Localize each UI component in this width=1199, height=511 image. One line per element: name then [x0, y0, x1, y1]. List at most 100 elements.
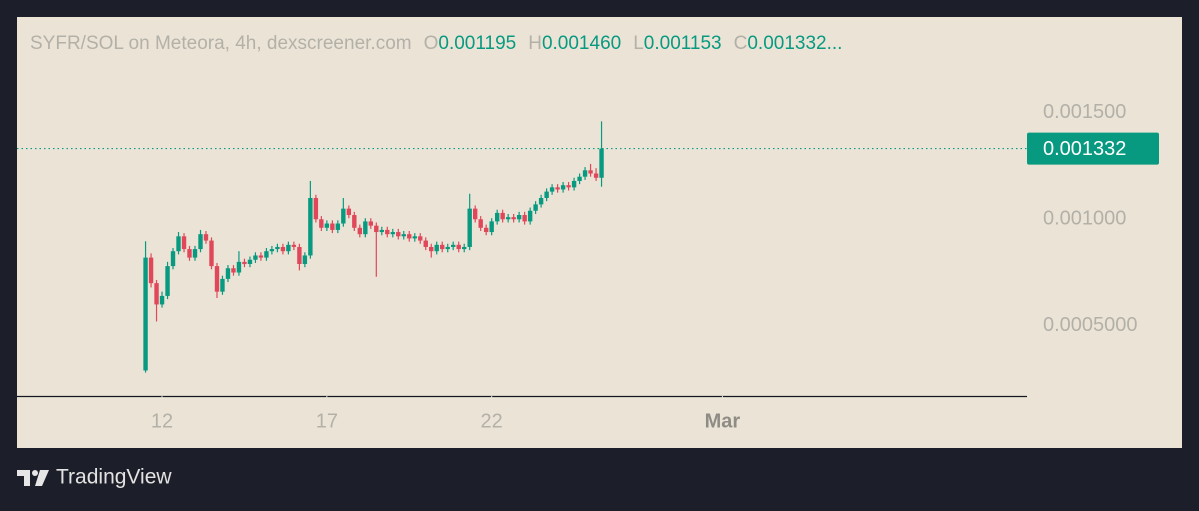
candle-body [374, 225, 379, 233]
candle-body [599, 148, 604, 178]
candle-body [511, 217, 516, 220]
candle-body [352, 215, 357, 228]
candle-body [472, 208, 478, 220]
candle-body [313, 197, 319, 220]
candle-body [385, 229, 390, 235]
chart-panel [17, 17, 1182, 448]
candle-body [401, 234, 406, 237]
footer-brand: TradingView [56, 466, 172, 489]
logo-part [32, 470, 38, 476]
candle-body [407, 234, 412, 239]
candle-body [505, 217, 511, 220]
candle-body [423, 240, 428, 247]
logo-part [17, 470, 30, 486]
candle-body [560, 185, 566, 190]
candle-body [571, 180, 577, 188]
candle-body [577, 176, 582, 181]
candle-body [522, 215, 527, 222]
ohlc-value: 0.001332... [747, 33, 842, 54]
chart-title: SYFR/SOL on Meteora, 4h, dexscreener.com [30, 33, 412, 54]
candle-body [593, 173, 599, 178]
y-tick-label: 0.0005000 [1043, 314, 1138, 336]
x-tick-label: Mar [705, 410, 741, 432]
candle-body [203, 234, 209, 241]
candle-body [247, 259, 253, 264]
ohlc-label: C [734, 33, 748, 54]
ohlc-value: 0.001153 [644, 33, 722, 54]
candle-body [275, 246, 280, 250]
candle-body [154, 283, 159, 305]
candle-body [170, 251, 176, 267]
x-tick-label: 22 [481, 410, 503, 432]
candle-body [187, 249, 192, 258]
candle-body [198, 234, 203, 250]
candle-body [434, 244, 439, 252]
candle-body [363, 221, 368, 235]
candle-body [341, 208, 346, 224]
logo-part [35, 470, 49, 486]
candle-body [445, 246, 450, 250]
candle-body [379, 229, 385, 233]
candle-body [555, 187, 560, 190]
candle-body [494, 212, 500, 222]
candle-body [159, 295, 165, 305]
candle-body [330, 223, 335, 230]
ohlc-label: H [528, 33, 542, 54]
candle-body [264, 251, 269, 258]
candle-body [148, 257, 154, 284]
candle-body [231, 268, 236, 273]
candle-body [533, 204, 538, 211]
candle-body [242, 261, 247, 264]
candle-body [467, 208, 472, 247]
x-tick-label: 17 [316, 410, 338, 432]
candle-body [291, 244, 297, 247]
candle-body [440, 244, 445, 250]
candle-body [549, 187, 555, 192]
y-tick-label: 0.001500 [1043, 101, 1126, 123]
candle-body [396, 232, 401, 237]
candle-body [527, 210, 533, 222]
candle-body [209, 240, 214, 267]
candle-body [346, 208, 352, 216]
candle-body [451, 244, 456, 247]
candle-body [236, 261, 242, 273]
candle-body [192, 249, 198, 258]
last-price-label: 0.001332 [1043, 138, 1126, 160]
candle-body [335, 223, 341, 230]
candle-body [225, 268, 231, 279]
candle-body [319, 219, 324, 228]
candle-body [357, 227, 363, 235]
candle-body [214, 266, 220, 292]
candle-body [324, 223, 330, 228]
candle-body [489, 221, 494, 233]
candle-body [253, 255, 258, 260]
candle-body [280, 246, 286, 252]
candle-body [286, 244, 291, 252]
candle-body [478, 219, 483, 228]
x-tick-label: 12 [151, 410, 173, 432]
chart-header: SYFR/SOL on Meteora, 4h, dexscreener.com… [30, 33, 842, 54]
candle-body [412, 236, 417, 239]
candle-body [538, 197, 544, 205]
candle-body [165, 266, 170, 296]
candle-body [566, 185, 571, 188]
candle-body [544, 191, 549, 198]
candle-body [302, 255, 308, 264]
ohlc-label: L [633, 33, 644, 54]
candle-body [418, 236, 423, 241]
y-tick-label: 0.001000 [1043, 208, 1126, 230]
candle-body [220, 278, 225, 292]
candle-body [456, 244, 461, 250]
candle-body [297, 246, 302, 264]
candle-body [462, 246, 467, 250]
candle-body [308, 197, 313, 256]
candle-body [390, 232, 395, 235]
candle-body [368, 221, 373, 226]
candle-body [483, 227, 489, 233]
ohlc-value: 0.001195 [438, 33, 516, 54]
candle-body [181, 236, 187, 250]
candle-body [582, 170, 588, 177]
candle-body [516, 215, 522, 220]
last-price-tag [1027, 132, 1159, 165]
